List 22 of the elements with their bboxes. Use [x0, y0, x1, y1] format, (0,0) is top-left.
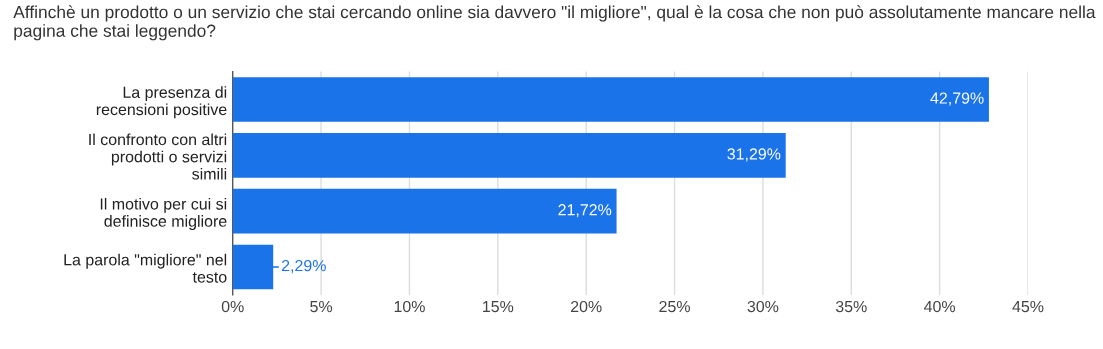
x-tick-label: 5%: [310, 300, 333, 313]
y-tick-label: La presenza di recensioni positive: [96, 86, 227, 119]
x-tick-label: 25%: [659, 300, 690, 313]
x-tick-label: 20%: [571, 300, 602, 313]
x-tick-label: 0%: [221, 300, 244, 313]
data-label: 21,72%: [558, 204, 612, 218]
bar: [232, 77, 989, 122]
x-tick-label: 30%: [747, 300, 779, 313]
x-tick-label: 15%: [483, 300, 514, 313]
data-label: 42,79%: [930, 92, 984, 106]
data-label: 31,29%: [727, 148, 781, 162]
y-tick-label: Il confronto con altri prodotti o servizi simili: [89, 133, 227, 180]
x-tick-label: 40%: [924, 300, 956, 313]
bar: [232, 188, 617, 234]
x-tick-label: 35%: [835, 300, 867, 313]
x-tick-label: 10%: [394, 300, 425, 313]
bar: [232, 132, 786, 178]
x-tick-label: 45%: [1012, 300, 1044, 313]
y-tick-label: Il motivo per cui si definisce migliore: [100, 197, 227, 231]
data-label: 2,29%: [281, 259, 326, 274]
y-tick-label: La parola "migliore" nel testo: [64, 253, 227, 283]
chart-title: Affinchè un prodotto o un servizio che stai cercando online sia davvero "il migliore", qual è la cosa che non può assolutamente mancare nella pagina che stai leggendo?: [13, 5, 1096, 41]
